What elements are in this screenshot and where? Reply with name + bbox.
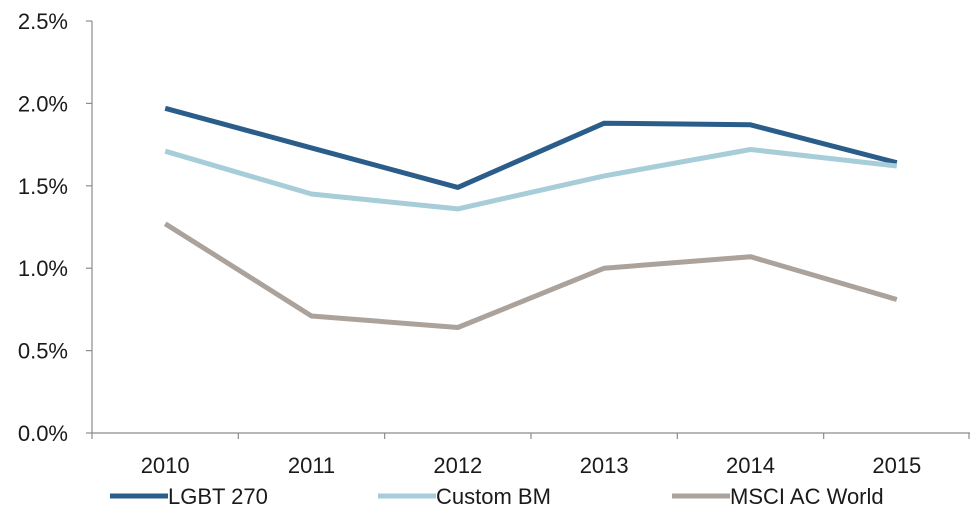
- y-tick-label: 1.5%: [18, 174, 68, 199]
- x-tick-label: 2015: [872, 453, 921, 478]
- legend: LGBT 270 Custom BM MSCI AC World: [110, 484, 884, 509]
- series-line-3: [163, 221, 898, 330]
- x-tick-label: 2011: [288, 453, 335, 478]
- series-line-2: [164, 147, 898, 212]
- legend-label: MSCI AC World: [730, 484, 884, 509]
- x-tick-label: 2012: [433, 453, 482, 478]
- y-tick-label: 0.5%: [18, 339, 68, 364]
- y-tick-label: 0.0%: [18, 421, 68, 446]
- y-tick-label: 1.0%: [18, 256, 68, 281]
- x-tick-label: 2010: [141, 453, 190, 478]
- y-tick-label: 2.0%: [18, 91, 68, 116]
- legend-label: Custom BM: [436, 484, 551, 509]
- series-line-1: [164, 105, 898, 190]
- legend-label: LGBT 270: [168, 484, 268, 509]
- y-axis: 0.0% 0.5% 1.0% 1.5% 2.0% 2.5%: [18, 9, 93, 446]
- x-tick-label: 2014: [726, 453, 775, 478]
- x-tick-label: 2013: [580, 453, 629, 478]
- series-layer: [163, 105, 898, 330]
- y-tick-label: 2.5%: [18, 9, 68, 34]
- x-axis: 2010 2011 2012 2013 2014 2015: [91, 432, 970, 478]
